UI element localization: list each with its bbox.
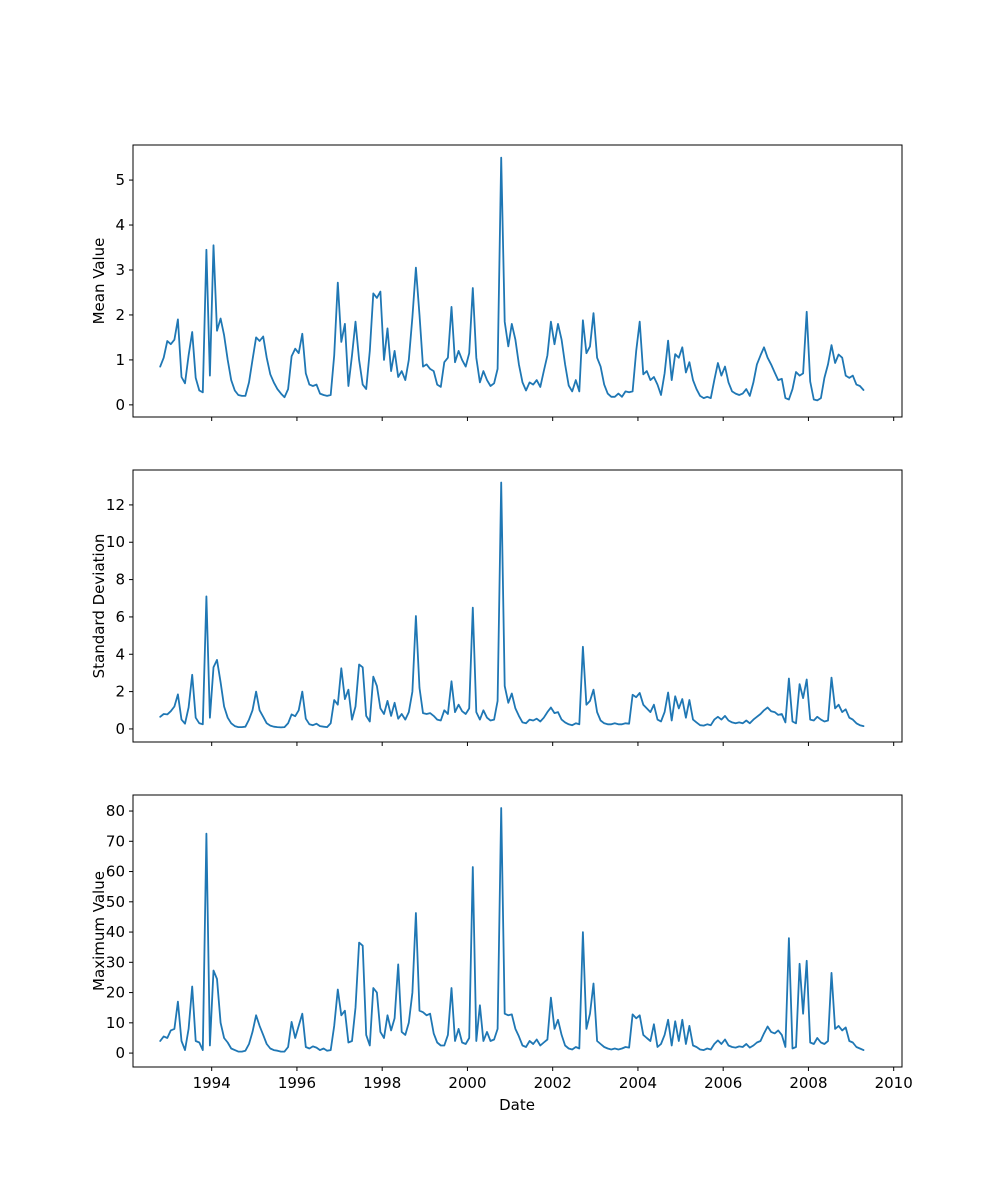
x-tick-label: 1996: [278, 1074, 316, 1092]
y-tick-label: 2: [115, 306, 125, 324]
y-tick-label: 30: [106, 953, 125, 971]
x-tick-label: 2008: [789, 1074, 827, 1092]
y-tick-label: 80: [106, 802, 125, 820]
y-tick-label: 8: [115, 571, 125, 589]
x-tick-label: 2002: [534, 1074, 572, 1092]
x-tick-label: 2010: [875, 1074, 913, 1092]
y-tick-label: 6: [115, 608, 125, 626]
y-tick-label: 0: [115, 720, 125, 738]
mean-value-line: [159, 156, 865, 402]
y-tick-label: 12: [106, 496, 125, 514]
y-axis-label-mean-value: Mean Value: [90, 237, 108, 325]
y-tick-label: 2: [115, 683, 125, 701]
x-tick-label: 2004: [619, 1074, 657, 1092]
y-tick-label: 50: [106, 893, 125, 911]
y-tick-label: 3: [115, 261, 125, 279]
y-tick-label: 40: [106, 923, 125, 941]
y-tick-label: 10: [106, 1014, 125, 1032]
y-tick-label: 0: [115, 1044, 125, 1062]
y-axis-label-maximum-value: Maximum Value: [90, 871, 108, 991]
plot-spine: [132, 794, 903, 1068]
x-tick-label: 2006: [704, 1074, 742, 1092]
x-tick-label: 1998: [363, 1074, 401, 1092]
y-tick-label: 1: [115, 351, 125, 369]
y-axis-label-standard-deviation: Standard Deviation: [90, 533, 108, 679]
x-axis-label: Date: [499, 1096, 535, 1114]
y-tick-label: 0: [115, 396, 125, 414]
y-tick-label: 20: [106, 984, 125, 1002]
y-tick-label: 5: [115, 171, 125, 189]
y-tick-label: 60: [106, 863, 125, 881]
standard-deviation-line: [159, 481, 865, 729]
x-tick-label: 2000: [448, 1074, 486, 1092]
y-tick-label: 10: [106, 533, 125, 551]
plot-spine: [132, 144, 903, 418]
plot-spine: [132, 469, 903, 743]
maximum-value-line: [159, 807, 865, 1053]
x-tick-label: 1994: [193, 1074, 231, 1092]
y-tick-label: 4: [115, 216, 125, 234]
y-tick-label: 4: [115, 645, 125, 663]
y-tick-label: 70: [106, 832, 125, 850]
